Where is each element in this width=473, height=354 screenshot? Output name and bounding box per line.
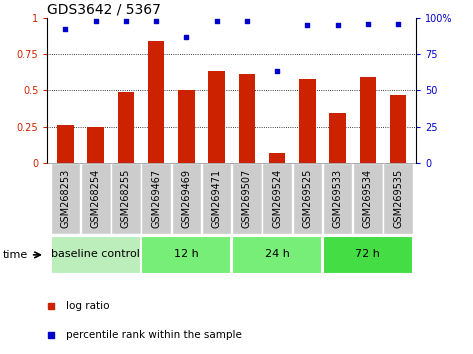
Bar <box>299 79 315 163</box>
Point <box>152 18 160 23</box>
Bar <box>329 114 346 163</box>
Text: time: time <box>2 250 27 260</box>
Text: GSM269534: GSM269534 <box>363 169 373 228</box>
Text: percentile rank within the sample: percentile rank within the sample <box>66 330 242 340</box>
Bar <box>232 236 322 274</box>
Bar <box>383 163 413 234</box>
Point <box>304 22 311 28</box>
Point <box>334 22 342 28</box>
Text: GDS3642 / 5367: GDS3642 / 5367 <box>47 2 161 17</box>
Point <box>273 69 281 74</box>
Point <box>122 18 130 23</box>
Bar <box>148 41 165 163</box>
Text: GSM269507: GSM269507 <box>242 169 252 228</box>
Bar <box>359 77 376 163</box>
Bar <box>81 163 111 234</box>
Point <box>394 21 402 26</box>
Text: GSM268255: GSM268255 <box>121 169 131 228</box>
Text: 12 h: 12 h <box>174 249 199 259</box>
Text: 72 h: 72 h <box>355 249 380 259</box>
Bar <box>51 236 141 274</box>
Bar <box>141 163 171 234</box>
Text: GSM269524: GSM269524 <box>272 169 282 228</box>
Bar <box>118 92 134 163</box>
Text: GSM268254: GSM268254 <box>91 169 101 228</box>
Bar <box>208 72 225 163</box>
Text: 24 h: 24 h <box>265 249 289 259</box>
Text: GSM269535: GSM269535 <box>393 169 403 228</box>
Point <box>213 18 220 23</box>
Bar <box>238 74 255 163</box>
Text: GSM269467: GSM269467 <box>151 169 161 228</box>
Bar <box>178 90 195 163</box>
Text: GSM269533: GSM269533 <box>333 169 342 228</box>
Bar <box>390 95 406 163</box>
Bar <box>141 236 231 274</box>
Bar <box>232 163 262 234</box>
Point <box>183 34 190 39</box>
Text: log ratio: log ratio <box>66 301 109 310</box>
Bar <box>323 163 352 234</box>
Bar <box>172 163 201 234</box>
Bar <box>323 236 413 274</box>
Text: GSM269469: GSM269469 <box>182 169 192 228</box>
Bar <box>51 163 80 234</box>
Bar <box>57 125 74 163</box>
Bar <box>111 163 141 234</box>
Text: GSM268253: GSM268253 <box>61 169 70 228</box>
Text: GSM269525: GSM269525 <box>302 169 312 228</box>
Bar <box>202 163 231 234</box>
Point <box>364 21 372 26</box>
Text: GSM269471: GSM269471 <box>211 169 222 228</box>
Bar <box>269 153 285 163</box>
Text: baseline control: baseline control <box>51 249 140 259</box>
Bar <box>88 126 104 163</box>
Bar <box>293 163 322 234</box>
Point <box>243 18 251 23</box>
Bar <box>263 163 292 234</box>
Point <box>61 27 69 32</box>
Point <box>92 18 99 23</box>
Bar <box>353 163 383 234</box>
